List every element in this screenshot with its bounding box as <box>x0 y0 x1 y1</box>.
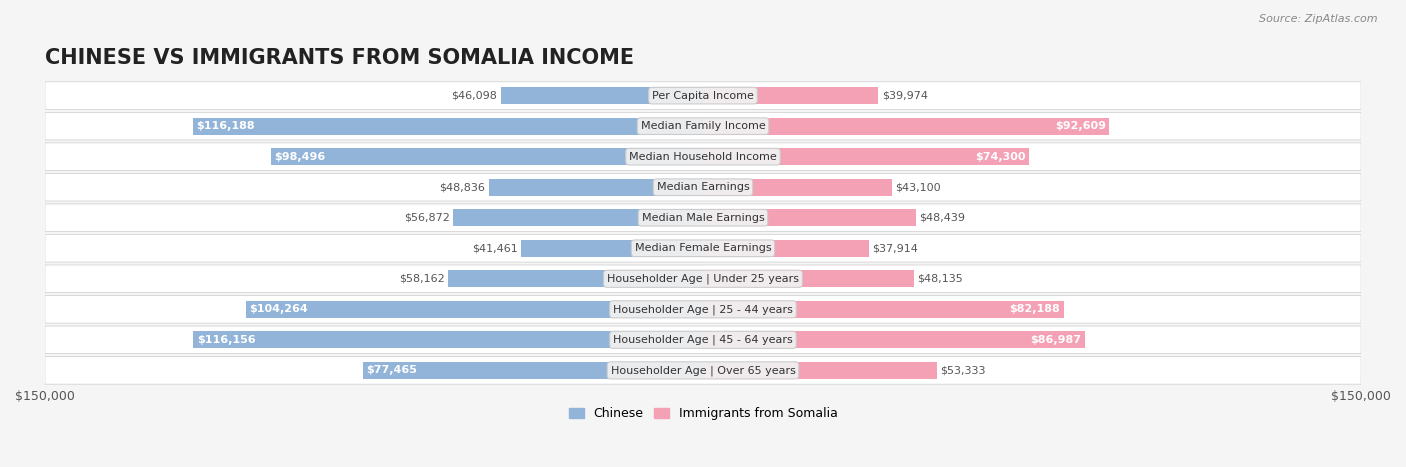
FancyBboxPatch shape <box>45 173 1361 201</box>
Text: Householder Age | 45 - 64 years: Householder Age | 45 - 64 years <box>613 334 793 345</box>
Text: $48,439: $48,439 <box>918 213 965 223</box>
FancyBboxPatch shape <box>45 143 1361 170</box>
Text: $39,974: $39,974 <box>882 91 928 100</box>
FancyBboxPatch shape <box>45 82 1361 109</box>
Bar <box>363 362 703 379</box>
FancyBboxPatch shape <box>45 357 1361 384</box>
FancyBboxPatch shape <box>45 234 1361 262</box>
Text: Householder Age | Under 25 years: Householder Age | Under 25 years <box>607 274 799 284</box>
Text: Householder Age | 25 - 44 years: Householder Age | 25 - 44 years <box>613 304 793 315</box>
Text: $56,872: $56,872 <box>405 213 450 223</box>
Bar <box>522 240 703 257</box>
Bar <box>246 301 703 318</box>
Text: $98,496: $98,496 <box>274 152 325 162</box>
Bar <box>703 87 879 104</box>
Bar <box>703 362 936 379</box>
FancyBboxPatch shape <box>45 265 1361 293</box>
Text: $92,609: $92,609 <box>1054 121 1107 131</box>
Text: $37,914: $37,914 <box>873 243 918 253</box>
Text: $41,461: $41,461 <box>472 243 517 253</box>
FancyBboxPatch shape <box>45 204 1361 232</box>
Text: $82,188: $82,188 <box>1010 304 1060 314</box>
Text: $116,156: $116,156 <box>197 335 256 345</box>
Bar <box>489 179 703 196</box>
Bar <box>703 332 1084 348</box>
Text: Median Female Earnings: Median Female Earnings <box>634 243 772 253</box>
Text: Median Household Income: Median Household Income <box>628 152 778 162</box>
Text: Per Capita Income: Per Capita Income <box>652 91 754 100</box>
Bar <box>703 301 1063 318</box>
Text: $116,188: $116,188 <box>197 121 254 131</box>
Text: $48,135: $48,135 <box>918 274 963 284</box>
FancyBboxPatch shape <box>45 296 1361 323</box>
Text: Source: ZipAtlas.com: Source: ZipAtlas.com <box>1260 14 1378 24</box>
Bar <box>194 332 703 348</box>
Bar <box>454 209 703 226</box>
Text: $58,162: $58,162 <box>399 274 444 284</box>
Text: $43,100: $43,100 <box>896 182 941 192</box>
Text: Median Earnings: Median Earnings <box>657 182 749 192</box>
FancyBboxPatch shape <box>45 113 1361 140</box>
Bar <box>703 270 914 287</box>
Text: $48,836: $48,836 <box>440 182 485 192</box>
Bar <box>449 270 703 287</box>
Bar <box>271 149 703 165</box>
Text: CHINESE VS IMMIGRANTS FROM SOMALIA INCOME: CHINESE VS IMMIGRANTS FROM SOMALIA INCOM… <box>45 48 634 68</box>
FancyBboxPatch shape <box>45 326 1361 354</box>
Bar <box>703 209 915 226</box>
Bar <box>703 240 869 257</box>
Bar <box>193 118 703 134</box>
Text: Median Male Earnings: Median Male Earnings <box>641 213 765 223</box>
Text: $46,098: $46,098 <box>451 91 498 100</box>
Bar <box>501 87 703 104</box>
Bar <box>703 118 1109 134</box>
Text: $86,987: $86,987 <box>1031 335 1081 345</box>
Bar <box>703 179 891 196</box>
Legend: Chinese, Immigrants from Somalia: Chinese, Immigrants from Somalia <box>564 402 842 425</box>
Text: $74,300: $74,300 <box>976 152 1025 162</box>
Bar <box>703 149 1029 165</box>
Text: $104,264: $104,264 <box>249 304 308 314</box>
Text: $77,465: $77,465 <box>367 365 418 375</box>
Text: Householder Age | Over 65 years: Householder Age | Over 65 years <box>610 365 796 375</box>
Text: Median Family Income: Median Family Income <box>641 121 765 131</box>
Text: $53,333: $53,333 <box>941 365 986 375</box>
